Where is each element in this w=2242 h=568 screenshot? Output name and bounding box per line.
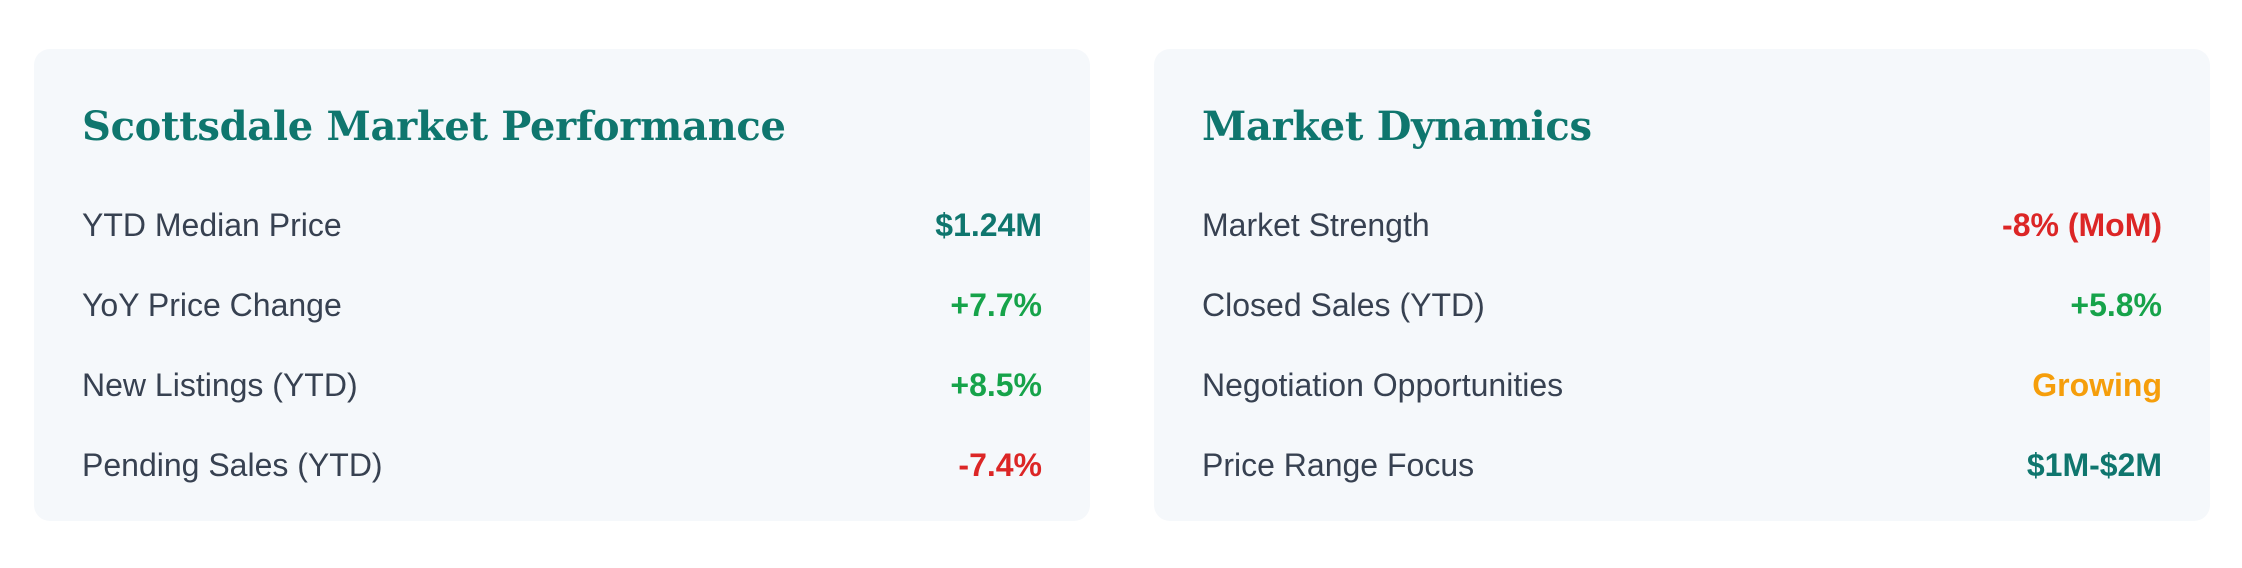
metric-label: YoY Price Change bbox=[82, 286, 342, 323]
metric-value: $1M-$2M bbox=[2026, 446, 2162, 483]
metric-label: New Listings (YTD) bbox=[82, 366, 358, 403]
metric-label: Market Strength bbox=[1202, 206, 1430, 243]
metric-row-price-range-focus: Price Range Focus $1M-$2M bbox=[1202, 425, 2162, 505]
metric-row-ytd-median-price: YTD Median Price $1.24M bbox=[82, 185, 1042, 265]
metric-label: Price Range Focus bbox=[1202, 446, 1475, 483]
metric-value: Growing bbox=[2032, 366, 2162, 403]
market-performance-card: Scottsdale Market Performance YTD Median… bbox=[34, 49, 1090, 521]
metric-label: Closed Sales (YTD) bbox=[1202, 286, 1485, 323]
market-dynamics-card: Market Dynamics Market Strength -8% (MoM… bbox=[1154, 49, 2210, 521]
metric-label: Pending Sales (YTD) bbox=[82, 446, 383, 483]
metric-value: +7.7% bbox=[950, 286, 1042, 323]
metric-row-new-listings: New Listings (YTD) +8.5% bbox=[82, 345, 1042, 425]
metric-value: +5.8% bbox=[2070, 286, 2162, 323]
market-dynamics-list: Market Strength -8% (MoM) Closed Sales (… bbox=[1202, 185, 2162, 505]
metric-row-market-strength: Market Strength -8% (MoM) bbox=[1202, 185, 2162, 265]
metric-value: -8% (MoM) bbox=[2002, 206, 2162, 243]
metric-label: YTD Median Price bbox=[82, 206, 342, 243]
market-dynamics-title: Market Dynamics bbox=[1202, 103, 1592, 150]
metric-value: $1.24M bbox=[935, 206, 1042, 243]
metric-row-pending-sales: Pending Sales (YTD) -7.4% bbox=[82, 425, 1042, 505]
metric-row-negotiation-opportunities: Negotiation Opportunities Growing bbox=[1202, 345, 2162, 425]
metric-value: -7.4% bbox=[958, 446, 1042, 483]
metric-label: Negotiation Opportunities bbox=[1202, 366, 1564, 403]
market-performance-list: YTD Median Price $1.24M YoY Price Change… bbox=[82, 185, 1042, 505]
metric-value: +8.5% bbox=[950, 366, 1042, 403]
metric-row-closed-sales: Closed Sales (YTD) +5.8% bbox=[1202, 265, 2162, 345]
market-performance-title: Scottsdale Market Performance bbox=[82, 103, 786, 150]
metric-row-yoy-price-change: YoY Price Change +7.7% bbox=[82, 265, 1042, 345]
